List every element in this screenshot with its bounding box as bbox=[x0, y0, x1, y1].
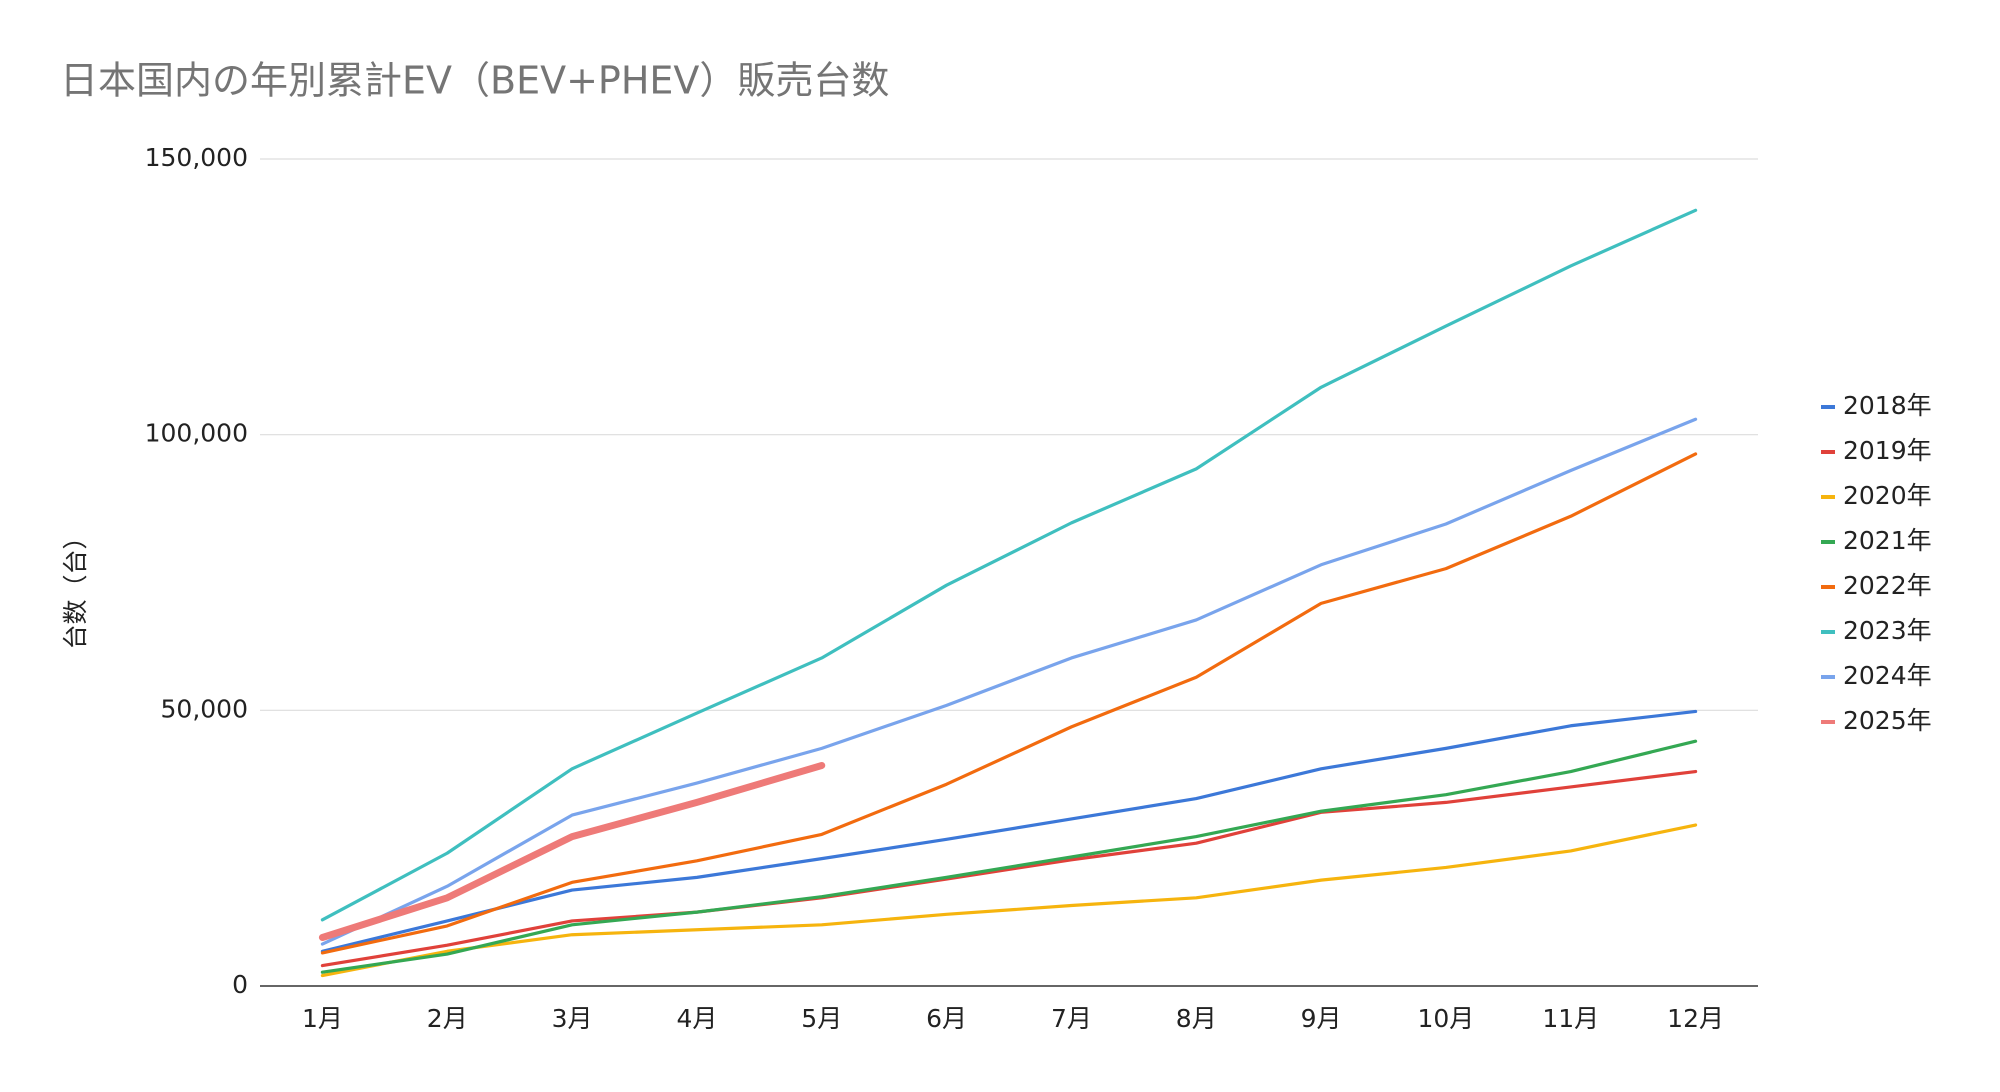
x-tick-label: 2月 bbox=[427, 1004, 468, 1033]
series-line bbox=[320, 208, 1698, 922]
series-line bbox=[318, 761, 826, 941]
legend-label: 2023年 bbox=[1843, 616, 1932, 645]
series-line bbox=[320, 452, 1698, 955]
y-tick-label: 100,000 bbox=[145, 419, 248, 448]
x-tick-label: 4月 bbox=[676, 1004, 717, 1033]
legend-label: 2025年 bbox=[1843, 706, 1932, 735]
series-line bbox=[320, 739, 1698, 974]
legend-label: 2018年 bbox=[1843, 391, 1932, 420]
y-axis-label: 台数（台） bbox=[61, 524, 90, 649]
x-tick-label: 8月 bbox=[1176, 1004, 1217, 1033]
legend-label: 2022年 bbox=[1843, 571, 1932, 600]
chart-title: 日本国内の年別累計EV（BEV+PHEV）販売台数 bbox=[60, 59, 889, 103]
x-tick-label: 6月 bbox=[926, 1004, 967, 1033]
series-line bbox=[320, 769, 1698, 968]
series-line bbox=[320, 709, 1698, 953]
legend-label: 2020年 bbox=[1843, 481, 1932, 510]
x-tick-label: 7月 bbox=[1051, 1004, 1092, 1033]
x-tick-label: 9月 bbox=[1301, 1004, 1342, 1033]
legend-label: 2021年 bbox=[1843, 526, 1932, 555]
y-tick-label: 0 bbox=[232, 970, 248, 999]
x-tick-label: 12月 bbox=[1667, 1004, 1724, 1033]
y-tick-label: 50,000 bbox=[161, 694, 248, 723]
y-tick-label: 150,000 bbox=[145, 143, 248, 172]
series-line bbox=[320, 823, 1698, 978]
x-tick-label: 11月 bbox=[1542, 1004, 1599, 1033]
x-tick-label: 1月 bbox=[302, 1004, 343, 1033]
legend-label: 2019年 bbox=[1843, 436, 1932, 465]
x-tick-label: 3月 bbox=[552, 1004, 593, 1033]
legend-label: 2024年 bbox=[1843, 661, 1932, 690]
series-line bbox=[320, 417, 1698, 946]
x-tick-label: 5月 bbox=[801, 1004, 842, 1033]
x-tick-label: 10月 bbox=[1418, 1004, 1475, 1033]
